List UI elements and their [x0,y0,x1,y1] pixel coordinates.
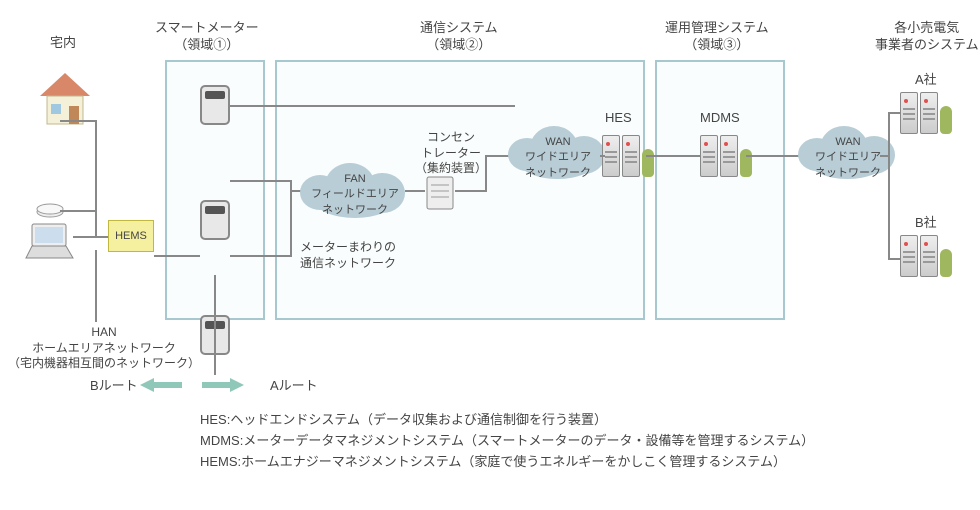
line-hes-mdms [646,155,700,157]
han-label: HANホームエリアネットワーク（宅内機器相互間のネットワーク） [8,325,200,372]
glossary-mdms: MDMS:メーターデータマネジメントシステム（スマートメーターのデータ・設備等を… [200,431,814,452]
cloud-wan2-label: WANワイドエリアネットワーク [798,136,898,180]
mdms-label: MDMS [700,110,740,127]
meter-2 [200,200,230,240]
route-arrows [140,378,244,392]
line-wan2-out [880,155,890,157]
company-a-servers [900,92,952,134]
route-a-label: Aルート [270,378,318,395]
line-meter-bus [214,275,216,375]
label-comm-system: 通信システム（領域②） [420,20,498,54]
sensor-icon [35,200,65,218]
cloud-wan1-label: WANワイドエリアネットワーク [508,136,608,180]
laptop-icon [22,222,77,262]
label-retail: 各小売電気事業者のシステム [875,20,979,54]
line-hems-h [95,236,108,238]
label-home: 宅内 [50,35,76,52]
zone-ops [655,60,785,320]
cloud-fan-label: FANフィールドエリアネットワーク [300,173,410,217]
line-conc-wan-v [485,155,487,192]
glossary-hems: HEMS:ホームエナジーマネジメントシステム（家庭で使うエネルギーをかしこく管理… [200,452,814,473]
label-smart-meter: スマートメーター（領域①） [155,20,259,54]
cloud-wan2: WANワイドエリアネットワーク [798,118,898,188]
company-a-label: A社 [915,72,937,89]
hems-label: HEMS [115,230,147,242]
line-wan2-split-v [888,112,890,258]
house-icon [35,68,95,128]
line-han-down [95,250,97,322]
line-home-v [95,120,97,236]
cloud-fan: FANフィールドエリアネットワーク [300,155,410,225]
line-sensor-h [60,210,95,212]
concentrator-label: コンセントレーター（集約装置） [415,130,487,177]
line-mdms-wan2 [746,155,806,157]
glossary: HES:ヘッドエンドシステム（データ収集および通信制御を行う装置） MDMS:メ… [200,410,814,472]
hems-box: HEMS [108,220,154,252]
concentrator-note: メーターまわりの通信ネットワーク [300,240,396,271]
line-m1-wan [230,105,515,107]
line-hems-meter [154,255,200,257]
cloud-wan1: WANワイドエリアネットワーク [508,118,608,188]
hes-label: HES [605,110,632,127]
line-to-b [888,258,900,260]
line-fan-conc [405,190,425,192]
concentrator-icon [425,175,455,211]
meter-1 [200,85,230,125]
mdms-servers [700,135,752,177]
line-conc-wan-h [455,190,485,192]
route-b-label: Bルート [90,378,138,395]
line-m3-fan [230,255,290,257]
company-b-label: B社 [915,215,937,232]
line-wan1-hes [600,155,605,157]
glossary-hes: HES:ヘッドエンドシステム（データ収集および通信制御を行う装置） [200,410,814,431]
line-to-a [888,112,900,114]
line-m2-fan [230,180,290,182]
company-b-servers [900,235,952,277]
label-ops-system: 運用管理システム（領域③） [665,20,769,54]
line-house-h [60,120,95,122]
